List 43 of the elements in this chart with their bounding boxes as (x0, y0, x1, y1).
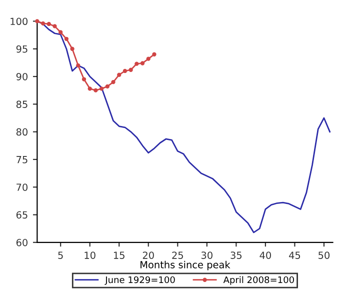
point (152, 52, 156, 56)
y-tick-label: 100 (10, 18, 28, 26)
x-tick-label: 10 (84, 252, 96, 259)
point (140, 61, 145, 66)
x-tick-label: 30 (201, 252, 212, 259)
y-tick-label: 95 (16, 45, 28, 53)
point (117, 72, 122, 77)
x-tick-label: 45 (289, 252, 300, 259)
y-tick-label: 80 (16, 128, 28, 136)
x-tick-label: 5 (58, 252, 63, 259)
x-tick-label: 40 (260, 252, 271, 259)
y-tick-label: 65 (16, 211, 28, 219)
point (111, 80, 116, 84)
x-tick-label: 25 (172, 252, 183, 259)
x-tick-label: 35 (230, 252, 242, 259)
y-tick-label: 85 (16, 100, 28, 108)
point (88, 86, 92, 91)
point (128, 68, 133, 72)
point (58, 30, 63, 34)
point (76, 63, 80, 68)
point (134, 62, 139, 66)
point (146, 56, 150, 61)
line-series (36, 20, 331, 234)
x-tick-label: 20 (142, 252, 154, 259)
legend-label: April 2008=100 (223, 276, 294, 285)
point (40, 21, 46, 26)
x-axis-title: Months since peak (140, 260, 230, 270)
point (94, 88, 98, 92)
point (122, 68, 128, 74)
x-tick-label: 15 (114, 252, 124, 259)
point (52, 24, 57, 28)
point (99, 86, 104, 91)
point (105, 84, 110, 89)
legend-label: June 1929=100 (104, 276, 175, 285)
point (64, 36, 69, 41)
y-tick-label: 75 (16, 156, 28, 164)
y-tick-label: 90 (16, 72, 28, 80)
y-tick-label: 60 (16, 238, 28, 246)
y-tick-label: 70 (16, 184, 28, 191)
x-tick-label: 50 (318, 252, 330, 259)
point (46, 22, 51, 26)
point (82, 77, 86, 82)
point (70, 46, 74, 51)
